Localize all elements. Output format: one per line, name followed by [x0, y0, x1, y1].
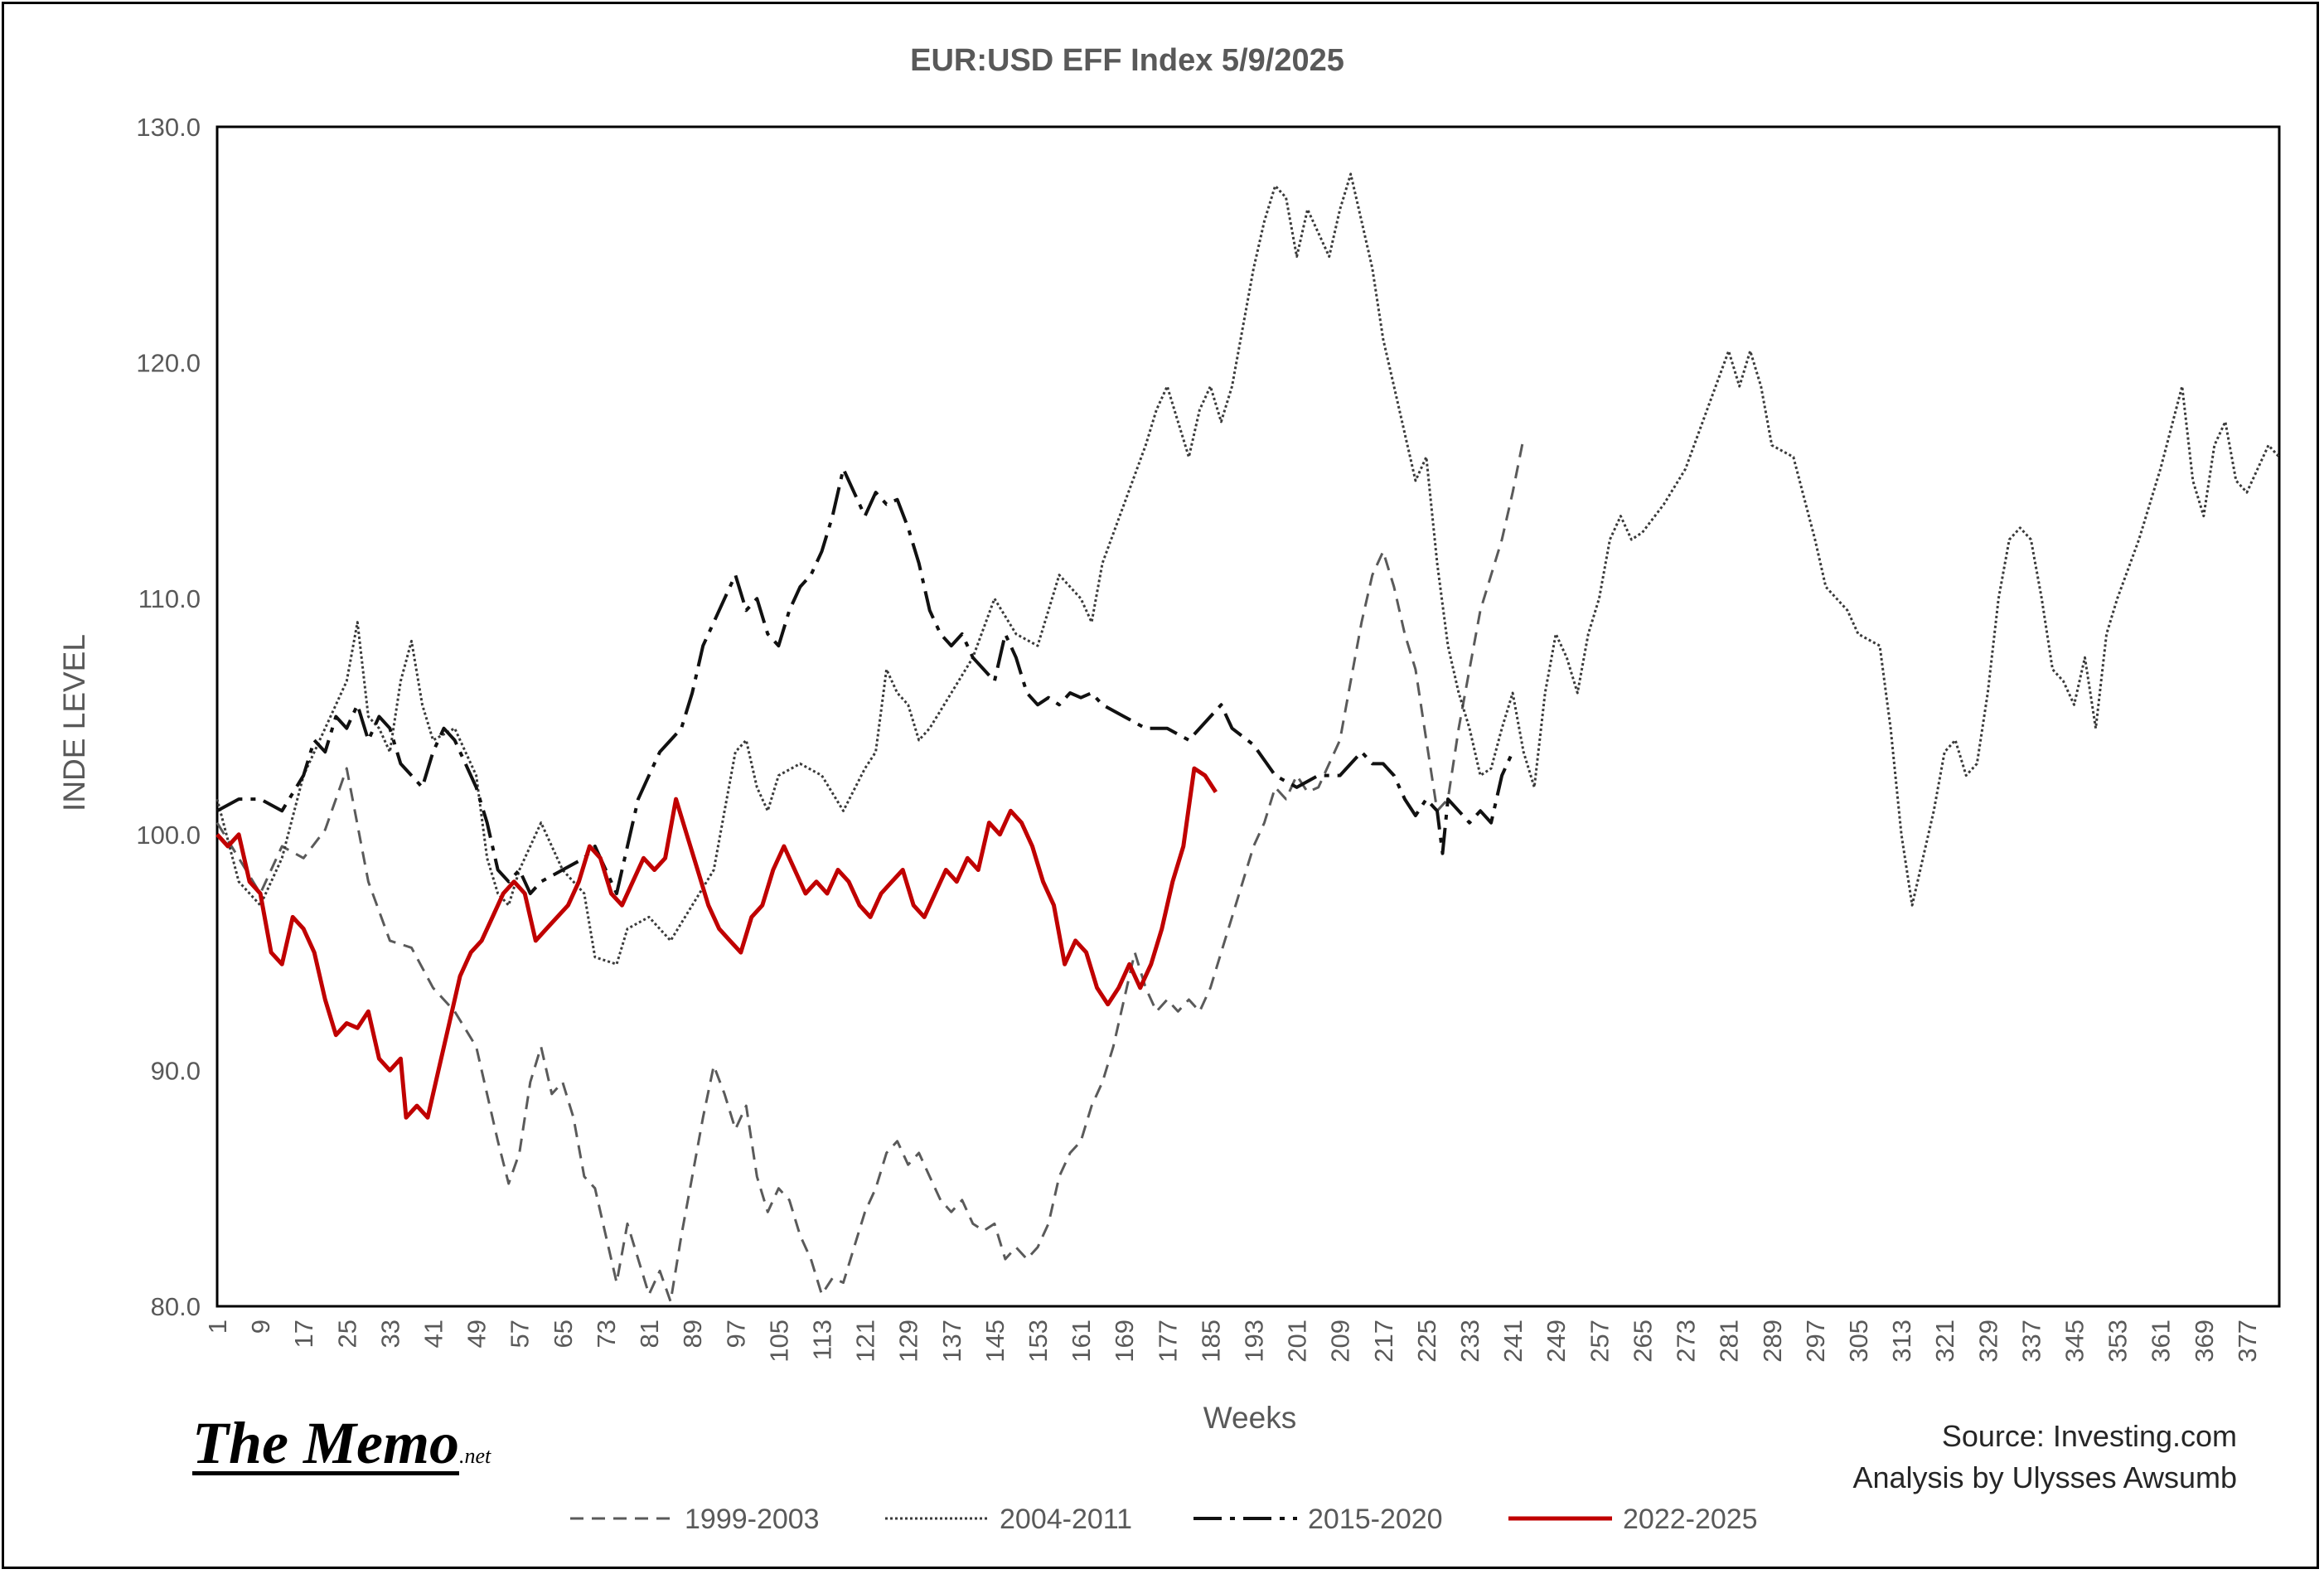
y-axis-title: INDE LEVEL [57, 634, 91, 811]
x-tick-label: 65 [549, 1320, 578, 1348]
x-tick-label: 121 [851, 1320, 880, 1363]
x-tick-label: 329 [1973, 1320, 2002, 1363]
x-tick-label: 105 [764, 1320, 793, 1363]
x-tick-label: 153 [1024, 1320, 1053, 1363]
x-tick-label: 369 [2190, 1320, 2219, 1363]
x-tick-label: 265 [1629, 1320, 1658, 1363]
x-tick-label: 97 [721, 1320, 750, 1348]
x-tick-label: 145 [980, 1320, 1009, 1363]
the-memo-logo: The Memo.net [192, 1409, 491, 1478]
legend-label: 1999-2003 [685, 1504, 820, 1535]
x-tick-label: 161 [1067, 1320, 1096, 1363]
x-tick-label: 57 [506, 1320, 535, 1348]
x-tick-label: 201 [1283, 1320, 1312, 1363]
x-tick-label: 313 [1887, 1320, 1916, 1363]
x-tick-label: 33 [375, 1320, 404, 1348]
x-tick-label: 305 [1844, 1320, 1873, 1363]
x-tick-label: 281 [1715, 1320, 1744, 1363]
x-axis-title: Weeks [1203, 1401, 1296, 1435]
y-tick-label: 120.0 [136, 349, 201, 378]
x-tick-label: 377 [2233, 1320, 2262, 1363]
x-tick-label: 249 [1542, 1320, 1571, 1363]
x-tick-label: 113 [808, 1320, 837, 1360]
x-tick-label: 73 [592, 1320, 621, 1348]
chart-title: EUR:USD EFF Index 5/9/2025 [910, 43, 1344, 78]
x-tick-label: 353 [2104, 1320, 2133, 1363]
x-tick-label: 273 [1672, 1320, 1701, 1363]
series-line-2015-2020 [216, 467, 1514, 895]
source-text: Source: Investing.com [1941, 1419, 2237, 1453]
series-line-2004-2011 [215, 172, 2281, 966]
analysis-text: Analysis by Ulysses Awsumb [1852, 1460, 2238, 1494]
series-line-2022-2025 [215, 766, 1218, 1120]
legend-label: 2015-2020 [1308, 1504, 1443, 1535]
source-block: Source: Investing.com Analysis by Ulysse… [1853, 1416, 2238, 1499]
x-tick-label: 337 [2017, 1320, 2046, 1363]
x-tick-label: 41 [419, 1320, 448, 1348]
x-tick-label: 289 [1758, 1320, 1787, 1363]
y-tick-label: 90.0 [151, 1056, 201, 1085]
logo-suffix: .net [458, 1444, 491, 1468]
plot-border [215, 125, 2281, 1308]
x-tick-label: 321 [1930, 1320, 1959, 1363]
logo-main: The Memo [192, 1410, 459, 1476]
series-line-1999-2003 [215, 438, 1525, 1303]
x-tick-label: 297 [1801, 1320, 1830, 1363]
x-tick-label: 177 [1153, 1320, 1182, 1363]
x-tick-label: 1 [203, 1320, 232, 1334]
y-tick-label: 130.0 [136, 113, 201, 142]
x-tick-label: 257 [1585, 1320, 1614, 1363]
legend: 1999-2003 2004-2011 2015-2020 2022-2025 [570, 1504, 1758, 1535]
x-tick-label: 81 [635, 1320, 664, 1348]
legend-label: 2004-2011 [1000, 1504, 1132, 1535]
x-tick-label: 361 [2147, 1320, 2176, 1363]
x-tick-label: 9 [246, 1320, 275, 1334]
x-tick-label: 241 [1498, 1320, 1528, 1363]
x-tick-label: 233 [1455, 1320, 1484, 1363]
legend-label: 2022-2025 [1623, 1504, 1758, 1535]
x-tick-label: 17 [289, 1320, 318, 1348]
y-tick-label: 100.0 [136, 821, 201, 850]
x-tick-label: 217 [1369, 1320, 1398, 1363]
x-tick-label: 129 [894, 1320, 923, 1363]
x-tick-label: 25 [332, 1320, 361, 1348]
x-tick-label: 193 [1240, 1320, 1269, 1363]
x-tick-label: 209 [1326, 1320, 1355, 1363]
x-tick-label: 89 [678, 1320, 707, 1348]
y-tick-label: 80.0 [151, 1292, 201, 1321]
x-tick-label: 169 [1110, 1320, 1139, 1363]
x-tick-label: 49 [462, 1320, 491, 1348]
x-tick-label: 137 [937, 1320, 966, 1363]
y-tick-label: 110.0 [138, 584, 201, 613]
x-tick-label: 185 [1196, 1320, 1225, 1363]
y-axis: 80.0 90.0 100.0 110.0 120.0 130.0 [136, 113, 201, 1321]
x-tick-label: 345 [2060, 1320, 2089, 1363]
plot-area [215, 125, 2281, 1308]
x-axis: 1 9 17 25 33 41 49 57 65 73 81 89 97 105 113 121 129 137 1… [203, 1320, 2262, 1363]
series-layer [215, 172, 2281, 1303]
x-tick-label: 225 [1412, 1320, 1441, 1363]
